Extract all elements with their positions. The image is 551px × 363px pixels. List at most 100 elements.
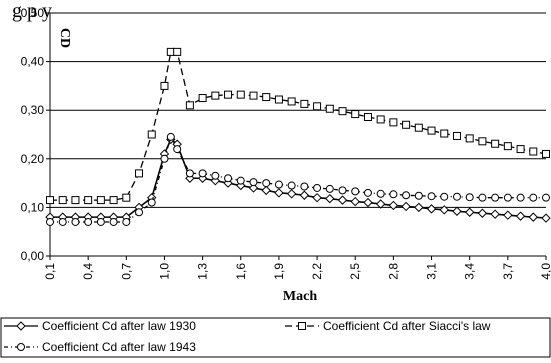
axes: 0,00 0,10 0,20 0,30 0,40 0,50 0,1 0,4 0,7 1,0 1,3 1… [21,6,551,280]
legend-box [0,317,551,358]
series-layer [45,47,551,226]
chart-title: g p y [12,0,52,22]
square-marker [402,120,411,129]
square-marker [173,47,182,56]
circle-marker [478,193,487,202]
circle-marker [46,217,54,226]
diamond-marker [350,196,360,207]
circle-marker [529,193,538,202]
circle-marker [389,190,398,199]
series-line [50,51,547,201]
square-marker [338,107,347,116]
square-marker [478,137,487,146]
square-marker [313,102,322,111]
series-3 [46,132,550,226]
square-marker [287,97,296,106]
circle-marker [287,181,296,190]
circle-marker [465,193,474,202]
circle-marker [427,192,436,201]
square-marker [440,129,449,138]
x-tick-label: 2,5 [348,263,362,280]
square-marker [224,90,233,99]
square-marker [325,104,334,113]
circle-marker [313,183,322,192]
diamond-marker [515,211,526,221]
square-marker [96,196,105,205]
diamond-marker [299,190,310,200]
legend-entry: Coefficient Cd after law 1930 [4,319,196,333]
diamond-marker [337,195,348,205]
circle-marker [351,187,360,196]
circle-marker [198,169,207,178]
x-tick-label: 0,7 [119,263,133,280]
x-tick-label: 1,6 [234,263,248,280]
square-marker [262,93,271,102]
y-tick-label: 0,20 [21,152,45,166]
circle-marker [17,343,25,351]
circle-marker [262,179,271,188]
square-marker [503,142,512,151]
square-marker [516,145,525,154]
circle-marker [338,186,347,195]
circle-marker [122,217,131,226]
x-tick-label: 3,7 [501,263,515,280]
square-marker [376,115,385,124]
square-marker [529,147,538,156]
circle-marker [542,193,550,202]
circle-marker [166,132,175,141]
diamond-marker [426,204,437,214]
square-marker [298,322,306,330]
circle-marker [185,169,194,178]
diamond-marker [541,213,551,223]
y-tick-label: 0,50 [21,6,45,20]
circle-marker [491,193,500,202]
circle-marker [236,176,245,185]
diamond-marker [503,210,513,220]
square-marker [122,193,131,202]
square-marker [351,110,360,119]
x-axis-title: Mach [283,289,317,304]
circle-marker [249,178,258,187]
legend-label: Coefficient Cd after law 1943 [42,340,196,354]
x-tick-label: 0,1 [43,263,57,280]
y-axis-title: CD [57,28,72,48]
circle-marker [109,217,118,226]
square-marker [465,134,474,143]
y-tick-label: 0,40 [21,55,45,69]
square-marker [274,95,283,104]
circle-marker [363,188,372,197]
diamond-marker [261,185,271,196]
square-marker [160,81,169,90]
series-2 [46,47,550,205]
y-tick-label: 0,00 [21,249,45,263]
x-tick-label: 0,4 [81,263,95,280]
diamond-marker [248,183,259,193]
circle-marker [96,217,105,226]
circle-marker [376,189,385,198]
square-marker [236,90,245,99]
circle-marker [147,198,156,207]
diamond-marker [388,200,399,211]
circle-marker [300,182,309,191]
square-marker [46,196,54,205]
square-marker [491,139,500,148]
circle-marker [58,217,67,226]
series-line [50,138,547,219]
diamond-marker [414,202,424,213]
diamond-marker [477,208,488,218]
legend-entry: Coefficient Cd after Siacci's law [285,319,491,333]
circle-marker [84,217,93,226]
legend-label: Coefficient Cd after law 1930 [42,319,196,333]
circle-marker [173,145,182,154]
diamond-marker [439,205,449,215]
square-marker [109,196,118,205]
circle-marker [274,180,283,189]
circle-marker [211,171,220,180]
square-marker [58,196,67,205]
y-tick-label: 0,10 [21,200,45,214]
square-marker [389,118,398,127]
diamond-marker [286,189,297,199]
circle-marker [160,154,169,163]
square-marker [71,196,80,205]
square-marker [84,196,93,205]
